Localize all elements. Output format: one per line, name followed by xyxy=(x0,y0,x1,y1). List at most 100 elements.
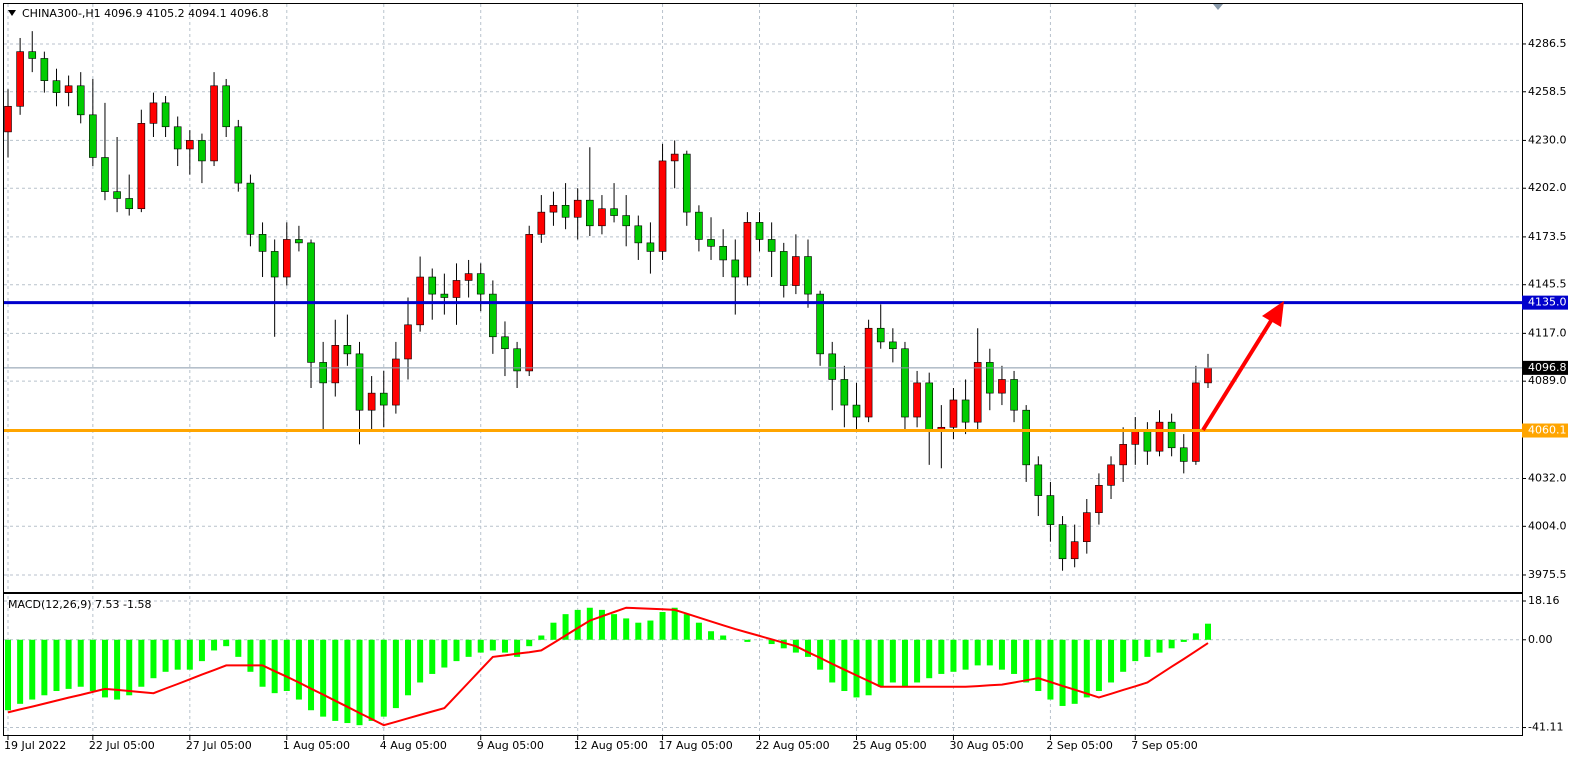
macd-bar xyxy=(574,609,581,640)
candle-body xyxy=(925,382,934,431)
signal-line xyxy=(7,606,1209,727)
candle-body xyxy=(319,362,327,384)
level-label: 4135.0 xyxy=(1528,296,1567,309)
candle-body xyxy=(89,114,97,158)
macd-bar xyxy=(441,639,448,668)
last-price-label: 4096.8 xyxy=(1528,361,1567,374)
candle-body xyxy=(852,404,861,418)
candle-body xyxy=(246,182,255,235)
candle-body xyxy=(40,58,49,81)
macd-bar xyxy=(29,639,36,700)
macd-bar xyxy=(368,639,375,721)
candle-body xyxy=(4,105,12,133)
candle-body xyxy=(658,160,667,252)
y-tick-label: 4117.0 xyxy=(1528,326,1567,339)
macd-bar xyxy=(1120,639,1127,672)
candle-body xyxy=(707,239,715,247)
candle-body xyxy=(270,251,279,278)
candle-body xyxy=(779,251,788,286)
macd-bar xyxy=(998,639,1005,670)
candle-body xyxy=(501,336,509,350)
macd-bar xyxy=(186,639,193,670)
candle-body xyxy=(1095,485,1103,513)
symbol-menu-arrow[interactable] xyxy=(8,10,16,16)
candle-body xyxy=(1058,524,1067,560)
candle-body xyxy=(331,345,340,384)
macd-bar xyxy=(489,639,496,651)
y-tick-label: 4032.0 xyxy=(1528,472,1567,485)
candle-body xyxy=(549,205,558,213)
candle-body xyxy=(573,199,582,218)
macd-bar xyxy=(768,639,775,645)
macd-bar xyxy=(1071,639,1078,704)
macd-bar xyxy=(1180,639,1187,642)
x-tick-label: 27 Jul 05:00 xyxy=(186,739,252,752)
candle-body xyxy=(392,358,400,406)
macd-bar xyxy=(211,639,218,651)
macd-bar xyxy=(429,639,436,674)
macd-bar xyxy=(914,639,921,683)
candle-body xyxy=(101,157,109,192)
candle-body xyxy=(1119,444,1127,466)
candle-body xyxy=(804,256,812,295)
candle-body xyxy=(258,234,267,252)
y-tick-label: 4173.5 xyxy=(1528,230,1567,243)
macd-bar xyxy=(962,639,969,670)
candle-body xyxy=(682,153,691,213)
macd-bar xyxy=(683,614,690,640)
candle-body xyxy=(355,353,364,411)
candle-body xyxy=(440,293,449,298)
macd-bar xyxy=(598,609,605,640)
macd-bar xyxy=(283,639,290,692)
macd-bar xyxy=(380,639,387,717)
x-tick-label: 7 Sep 05:00 xyxy=(1131,739,1197,752)
x-tick-label: 12 Aug 05:00 xyxy=(574,739,648,752)
candle-body xyxy=(1155,421,1164,452)
macd-bar xyxy=(829,639,836,683)
candle-body xyxy=(1070,541,1079,560)
candle-body xyxy=(428,276,437,295)
macd-bar xyxy=(635,622,642,640)
macd-bar xyxy=(720,635,727,640)
macd-bar xyxy=(1132,639,1139,662)
macd-bar xyxy=(162,639,169,672)
candle-body xyxy=(1082,512,1091,542)
macd-bar xyxy=(865,639,872,696)
macd-bar xyxy=(150,639,157,679)
macd-bar xyxy=(198,639,205,662)
x-tick-label: 22 Aug 05:00 xyxy=(756,739,830,752)
y-tick-label: 0.00 xyxy=(1528,633,1553,646)
candle-body xyxy=(404,324,412,360)
chart-layer: 4286.5 4258.5 4230.0 4202.0 4173.5 4145.5 4117… xyxy=(4,4,1568,752)
candle-body xyxy=(998,379,1006,394)
candle-body xyxy=(876,327,885,343)
y-tick-label: -41.11 xyxy=(1528,721,1563,734)
candle-body xyxy=(464,273,473,281)
macd-bar xyxy=(356,639,363,726)
candle-body xyxy=(719,245,727,261)
macd-bar xyxy=(295,639,302,700)
indicator-title: MACD(12,26,9) 7.53 -1.58 xyxy=(8,598,152,611)
chart-title: CHINA300-,H1 4096.9 4105.2 4094.1 4096.8 xyxy=(22,7,269,20)
macd-bar xyxy=(223,639,230,647)
macd-bar xyxy=(1083,639,1090,698)
candle-body xyxy=(1192,382,1200,462)
macd-bar xyxy=(926,639,933,679)
macd-bar xyxy=(562,614,569,640)
candle-body xyxy=(1143,430,1152,452)
macd-bar xyxy=(853,639,860,698)
candle-body xyxy=(379,392,388,406)
macd-bar xyxy=(514,639,521,657)
y-tick-label: 18.16 xyxy=(1528,594,1560,607)
macd-bar xyxy=(780,639,787,649)
candle-body xyxy=(161,102,170,128)
candle-body xyxy=(767,239,776,252)
macd-bar xyxy=(586,607,593,640)
candle-body xyxy=(840,379,849,406)
y-tick-label: 4230.0 xyxy=(1528,133,1567,146)
macd-bar xyxy=(17,639,24,704)
macd-bar xyxy=(332,639,339,721)
macd-bar xyxy=(986,639,993,666)
candle-body xyxy=(889,341,897,350)
candle-body xyxy=(598,208,606,227)
